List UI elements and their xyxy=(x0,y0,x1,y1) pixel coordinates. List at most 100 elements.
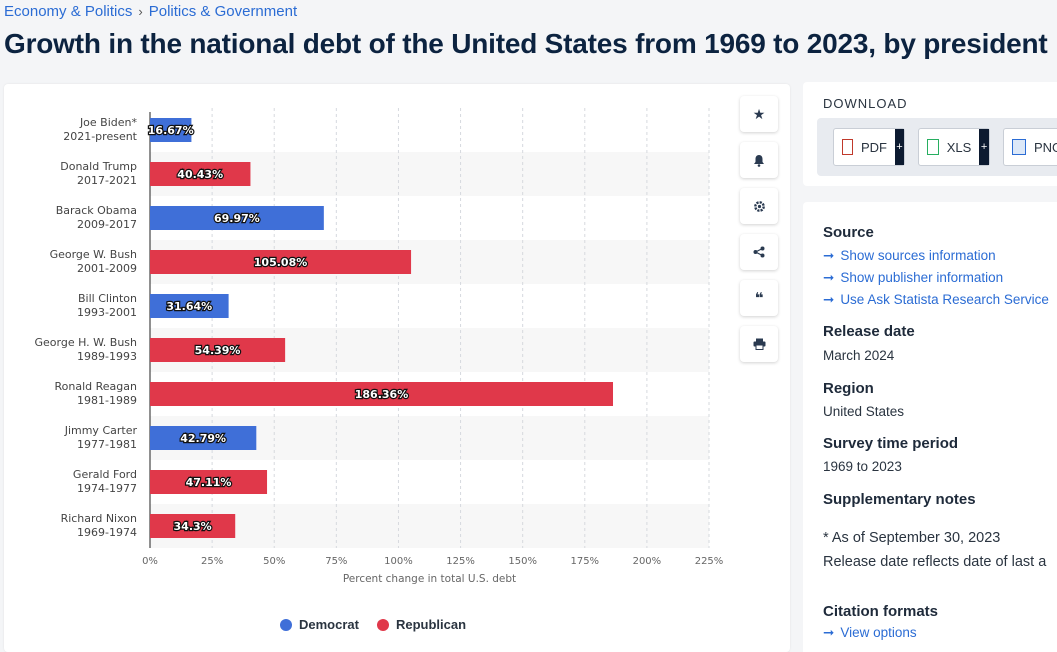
release-date-value: March 2024 xyxy=(823,348,895,363)
bar-joe-biden- xyxy=(150,118,192,142)
download-xls-button[interactable]: XLS + xyxy=(918,128,990,166)
download-bar: PDF + XLS + PNG xyxy=(817,118,1057,176)
survey-period-heading: Survey time period xyxy=(823,435,959,452)
x-tick-label: 200% xyxy=(633,556,662,567)
notification-button[interactable] xyxy=(740,142,778,178)
bar-value-label: 42.79% xyxy=(180,432,226,445)
print-button[interactable] xyxy=(740,326,778,362)
arrow-right-icon: ➞ xyxy=(823,292,835,307)
bar-george-h-w-bush xyxy=(150,338,286,362)
x-tick-label: 75% xyxy=(325,556,347,567)
bar-value-label: 31.64% xyxy=(166,300,212,313)
bar-value-label: 186.36% xyxy=(355,388,408,401)
bar-value-label: 105.08% xyxy=(254,256,307,269)
download-png-label: PNG xyxy=(1034,139,1057,155)
category-label-name: Gerald Ford xyxy=(73,468,137,481)
bar-chart: 0% 25% 50% 75% 100% 125% 150% 175% 200% 225% Perce… xyxy=(35,108,723,585)
bar-barack-obama xyxy=(150,206,324,230)
category-label-years: 1969-1974 xyxy=(77,526,137,539)
breadcrumb-politics-government[interactable]: Politics & Government xyxy=(148,3,298,20)
download-pdf-label: PDF xyxy=(861,139,887,155)
bar-gerald-ford xyxy=(150,470,268,494)
category-label-years: 1974-1977 xyxy=(77,482,137,495)
category-label-name: Ronald Reagan xyxy=(55,380,138,393)
chart-card: 0% 25% 50% 75% 100% 125% 150% 175% 200% 225% Perce… xyxy=(4,84,790,652)
category-label-years: 1993-2001 xyxy=(77,306,137,319)
category-label-name: Barack Obama xyxy=(56,204,137,217)
x-tick-label: 25% xyxy=(201,556,223,567)
x-tick-label: 125% xyxy=(446,556,475,567)
xls-plus-icon: + xyxy=(979,129,989,165)
breadcrumb-separator: › xyxy=(138,4,143,19)
category-label-name: George H. W. Bush xyxy=(35,336,138,349)
x-tick-label: 100% xyxy=(384,556,413,567)
legend-dot-democrat xyxy=(280,618,292,631)
arrow-right-icon: ➞ xyxy=(823,270,835,285)
region-heading: Region xyxy=(823,380,874,397)
bar-ronald-reagan xyxy=(150,382,614,406)
download-png-button[interactable]: PNG xyxy=(1003,128,1057,166)
survey-period-value: 1969 to 2023 xyxy=(823,459,902,474)
category-label-name: Jimmy Carter xyxy=(64,424,138,437)
category-label-name: Joe Biden* xyxy=(79,116,138,129)
x-tick-label: 150% xyxy=(508,556,537,567)
supplementary-note-1: * As of September 30, 2023 xyxy=(823,530,1001,546)
statistic-details-panel: Source ➞ Show sources information ➞ Show p… xyxy=(803,202,1057,652)
download-title: DOWNLOAD xyxy=(823,96,908,111)
arrow-right-icon: ➞ xyxy=(823,625,835,640)
chart-toolbar: ★ ❝ xyxy=(740,96,778,372)
view-options-link[interactable]: ➞ View options xyxy=(823,625,917,641)
bar-value-label: 54.39% xyxy=(195,344,241,357)
legend-item-democrat[interactable]: Democrat xyxy=(280,617,359,632)
research-service-label: Use Ask Statista Research Service xyxy=(840,292,1049,307)
page-title: Growth in the national debt of the Unite… xyxy=(4,28,1048,59)
pdf-plus-icon: + xyxy=(895,129,904,165)
x-tick-label: 175% xyxy=(570,556,599,567)
chart-legend: Democrat Republican xyxy=(280,617,466,632)
arrow-right-icon: ➞ xyxy=(823,248,835,263)
share-button[interactable] xyxy=(740,234,778,270)
bell-icon xyxy=(754,154,764,167)
show-publisher-label: Show publisher information xyxy=(840,270,1004,285)
show-publisher-link[interactable]: ➞ Show publisher information xyxy=(823,270,1003,286)
share-icon xyxy=(753,246,765,258)
bar-value-label: 34.3% xyxy=(174,520,212,533)
star-icon: ★ xyxy=(752,105,766,122)
category-label-years: 2017-2021 xyxy=(77,174,137,187)
bar-bill-clinton xyxy=(150,294,229,318)
bar-jimmy-carter xyxy=(150,426,257,450)
cite-button[interactable]: ❝ xyxy=(740,280,778,316)
release-date-heading: Release date xyxy=(823,323,915,340)
category-label-name: Bill Clinton xyxy=(78,292,137,305)
row-band xyxy=(150,504,709,548)
legend-label-democrat: Democrat xyxy=(299,617,359,632)
citation-formats-heading: Citation formats xyxy=(823,603,939,620)
quote-icon: ❝ xyxy=(754,290,764,307)
x-tick-label: 0% xyxy=(142,556,158,567)
category-label-years: 1981-1989 xyxy=(77,394,137,407)
download-panel: DOWNLOAD PDF + XLS + PNG xyxy=(803,82,1057,186)
supplementary-note-2: Release date reflects date of last a xyxy=(823,554,1047,570)
legend-dot-republican xyxy=(376,618,389,631)
x-axis-title: Percent change in total U.S. debt xyxy=(343,573,516,585)
supplementary-notes-heading: Supplementary notes xyxy=(823,491,976,508)
category-label-name: Donald Trump xyxy=(60,160,137,173)
breadcrumb-economy-politics[interactable]: Economy & Politics xyxy=(4,3,133,20)
settings-button[interactable] xyxy=(740,188,778,224)
bar-richard-nixon xyxy=(150,514,236,538)
xls-file-icon xyxy=(927,139,939,155)
legend-item-republican[interactable]: Republican xyxy=(376,617,466,632)
category-label-name: George W. Bush xyxy=(50,248,137,261)
region-value: United States xyxy=(823,404,905,419)
bar-george-w-bush xyxy=(150,250,412,274)
source-heading: Source xyxy=(823,224,874,241)
favorite-button[interactable]: ★ xyxy=(740,96,778,132)
show-sources-link[interactable]: ➞ Show sources information xyxy=(823,248,996,264)
show-sources-label: Show sources information xyxy=(840,248,996,263)
download-pdf-button[interactable]: PDF + xyxy=(833,128,905,166)
x-tick-label: 50% xyxy=(263,556,285,567)
breadcrumb: Economy & Politics › Politics & Governme… xyxy=(4,3,297,20)
bar-value-label: 40.43% xyxy=(177,168,223,181)
category-label-years: 1989-1993 xyxy=(77,350,137,363)
research-service-link[interactable]: ➞ Use Ask Statista Research Service xyxy=(823,292,1049,308)
